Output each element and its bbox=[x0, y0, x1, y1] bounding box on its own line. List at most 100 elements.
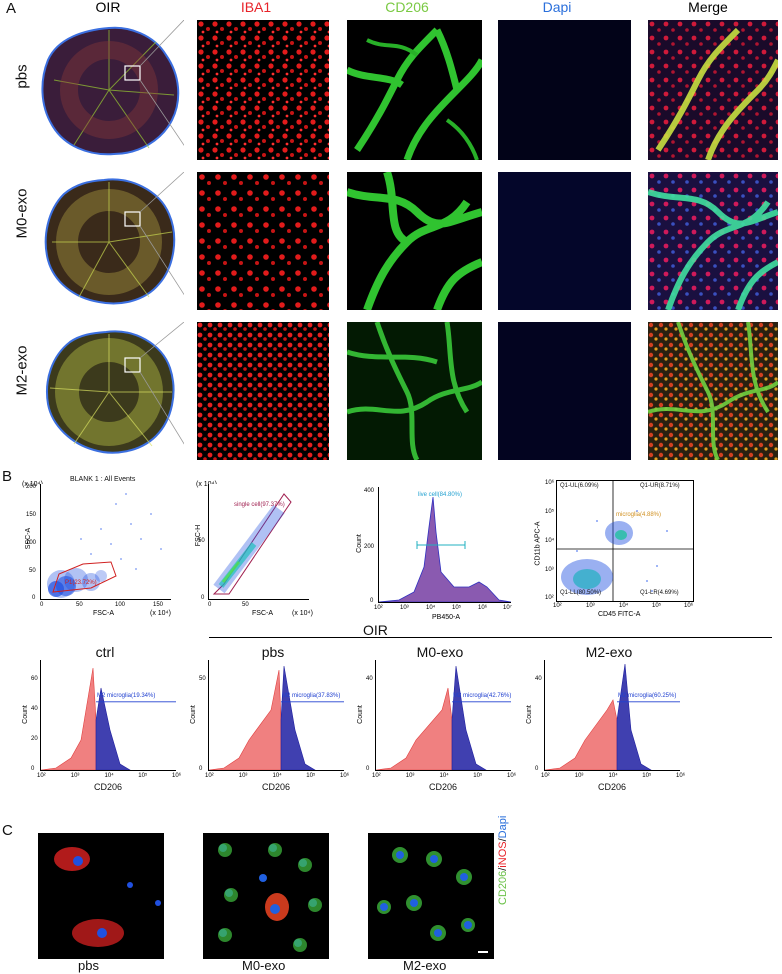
panel-c-label-pbs: pbs bbox=[78, 958, 99, 973]
quad-ll: Q1-LL(80.50%) bbox=[560, 590, 602, 596]
cd206-histogram-plot bbox=[544, 660, 680, 771]
image-m0-exo-dapi bbox=[498, 172, 631, 310]
col-head-merge: Merge bbox=[688, 0, 728, 15]
quad-xtick: 10² bbox=[553, 603, 562, 609]
histogram-xtick: 10⁴ bbox=[272, 773, 282, 779]
col-head-iba1: IBA1 bbox=[240, 0, 272, 15]
live-plot bbox=[378, 487, 511, 603]
histogram-ytick: 0 bbox=[31, 766, 35, 772]
live-xtick: 10⁵ bbox=[452, 605, 462, 611]
image-m2-exo-dapi bbox=[498, 322, 631, 460]
histogram-xtick: 10² bbox=[37, 773, 46, 779]
histogram-ytick: 0 bbox=[366, 766, 370, 772]
scatter1-ymult: (x 10⁴) bbox=[22, 481, 43, 488]
live-xtick: 10⁴ bbox=[426, 605, 436, 611]
histogram-xtick: 10⁶ bbox=[676, 773, 686, 779]
quad-xtick: 10³ bbox=[586, 603, 595, 609]
retina-flatmount-pbs bbox=[34, 20, 184, 160]
image-m0-exo-merge bbox=[648, 172, 778, 310]
histogram-xlabel: CD206 bbox=[597, 782, 626, 792]
histogram-xtick: 10⁵ bbox=[473, 773, 483, 779]
image-m0-exo-iba1 bbox=[197, 172, 329, 310]
image-m2-exo-cd206 bbox=[347, 322, 482, 460]
retina-flatmount-m0-exo bbox=[34, 172, 184, 310]
scatter2-ymult: (x 10⁴) bbox=[196, 481, 217, 488]
histogram-ylabel: Count bbox=[21, 705, 29, 724]
scatter1-xtick: 150 bbox=[153, 602, 164, 608]
quadrant-plot bbox=[556, 480, 694, 602]
scatter1-xtick: 100 bbox=[115, 602, 126, 608]
histogram-xlabel: CD206 bbox=[261, 782, 290, 792]
scatter1-title: BLANK 1 : All Events bbox=[70, 476, 136, 483]
histogram-xlabel: CD206 bbox=[428, 782, 457, 792]
scatter1-xtick: 0 bbox=[40, 602, 44, 608]
scatter1-gate: P1(23.72%) bbox=[65, 580, 97, 586]
quad-xlabel: CD45 FITC-A bbox=[598, 611, 641, 618]
cd206-histogram-plot bbox=[375, 660, 511, 771]
panel-b-letter: B bbox=[2, 468, 13, 485]
stain-cd206: CD206 bbox=[497, 870, 509, 905]
image-pbs-cd206 bbox=[347, 20, 482, 160]
histogram-gate-label: M2 microglia(37.83%) bbox=[282, 692, 341, 699]
histogram-xtick: 10² bbox=[205, 773, 214, 779]
scatter2-xtick: 50 bbox=[242, 602, 249, 608]
histogram-xtick: 10⁵ bbox=[306, 773, 316, 779]
quad-lr: Q1-LR(4.69%) bbox=[640, 590, 679, 596]
histogram-xtick: 10⁶ bbox=[507, 773, 517, 779]
stain-sep-2: / bbox=[497, 838, 509, 842]
scatter1-ytick: 100 bbox=[26, 540, 37, 546]
scatter2-plot bbox=[208, 484, 309, 600]
histogram-gate-label: M2 microglia(42.76%) bbox=[453, 692, 512, 699]
quad-ytick: 10² bbox=[545, 595, 554, 601]
histogram-ytick: 40 bbox=[535, 676, 542, 682]
histogram-xtick: 10² bbox=[372, 773, 381, 779]
scatter2-xlabel: FSC-A bbox=[252, 610, 273, 617]
quad-ul: Q1-UL(6.09%) bbox=[560, 483, 599, 489]
live-ytick: 400 bbox=[364, 488, 375, 494]
image-m2-exo-iba1 bbox=[197, 322, 329, 460]
quad-gate: microglia(4.88%) bbox=[616, 512, 662, 518]
scatter1-xmult: (x 10⁴) bbox=[150, 610, 171, 617]
oir-group-label: OIR bbox=[363, 622, 388, 638]
scatter1-xlabel: FSC-A bbox=[93, 610, 114, 617]
panel-c-letter: C bbox=[2, 822, 13, 839]
histogram-ytick: 40 bbox=[31, 706, 38, 712]
scatter2-ytick: 0 bbox=[201, 595, 205, 601]
stain-inos: iNOS bbox=[497, 841, 509, 868]
histogram-ytick: 40 bbox=[366, 676, 373, 682]
image-c-m2-exo bbox=[368, 833, 494, 959]
image-pbs-merge bbox=[648, 20, 778, 160]
scatter2-xmult: (x 10⁴) bbox=[292, 610, 313, 617]
scatter1-plot bbox=[40, 484, 171, 600]
histogram-gate-label: M2 microglia(19.34%) bbox=[97, 692, 156, 699]
histogram-xtick: 10⁴ bbox=[104, 773, 114, 779]
histogram-ytick: 0 bbox=[199, 766, 203, 772]
scatter1-ytick: 150 bbox=[26, 512, 37, 518]
quad-ur: Q1-UR(8.71%) bbox=[640, 483, 680, 489]
histogram-ytick: 50 bbox=[199, 676, 206, 682]
image-m2-exo-merge bbox=[648, 322, 778, 460]
scatter1-ytick: 0 bbox=[32, 595, 36, 601]
histogram-ytick: 20 bbox=[31, 736, 38, 742]
histogram-title: ctrl bbox=[95, 644, 115, 660]
quad-ylabel: CD11b APC-A bbox=[534, 521, 542, 566]
live-xlabel: PB450-A bbox=[432, 614, 461, 621]
scatter2-gate: single cell(97.37%) bbox=[234, 502, 285, 508]
image-pbs-dapi bbox=[498, 20, 631, 160]
live-xtick: 10² bbox=[374, 605, 383, 611]
panel-a-letter: A bbox=[6, 0, 17, 17]
live-ytick: 0 bbox=[370, 598, 374, 604]
image-pbs-iba1 bbox=[197, 20, 329, 160]
col-head-oir: OIR bbox=[95, 0, 121, 15]
quad-xtick: 10⁶ bbox=[684, 603, 694, 609]
histogram-xtick: 10³ bbox=[574, 773, 584, 779]
panel-c-label-m2-exo: M2-exo bbox=[403, 958, 447, 973]
row-label-m0-exo: M0-exo bbox=[13, 188, 31, 239]
live-xtick: 10³ bbox=[400, 605, 409, 611]
panel-c-label-m0-exo: M0-exo bbox=[242, 958, 286, 973]
histogram-title: pbs bbox=[261, 644, 285, 660]
histogram-xtick: 10³ bbox=[70, 773, 80, 779]
histogram-gate-label: M2 microglia(60.25%) bbox=[618, 692, 677, 699]
histogram-xlabel: CD206 bbox=[93, 782, 122, 792]
histogram-ytick: 0 bbox=[535, 766, 539, 772]
